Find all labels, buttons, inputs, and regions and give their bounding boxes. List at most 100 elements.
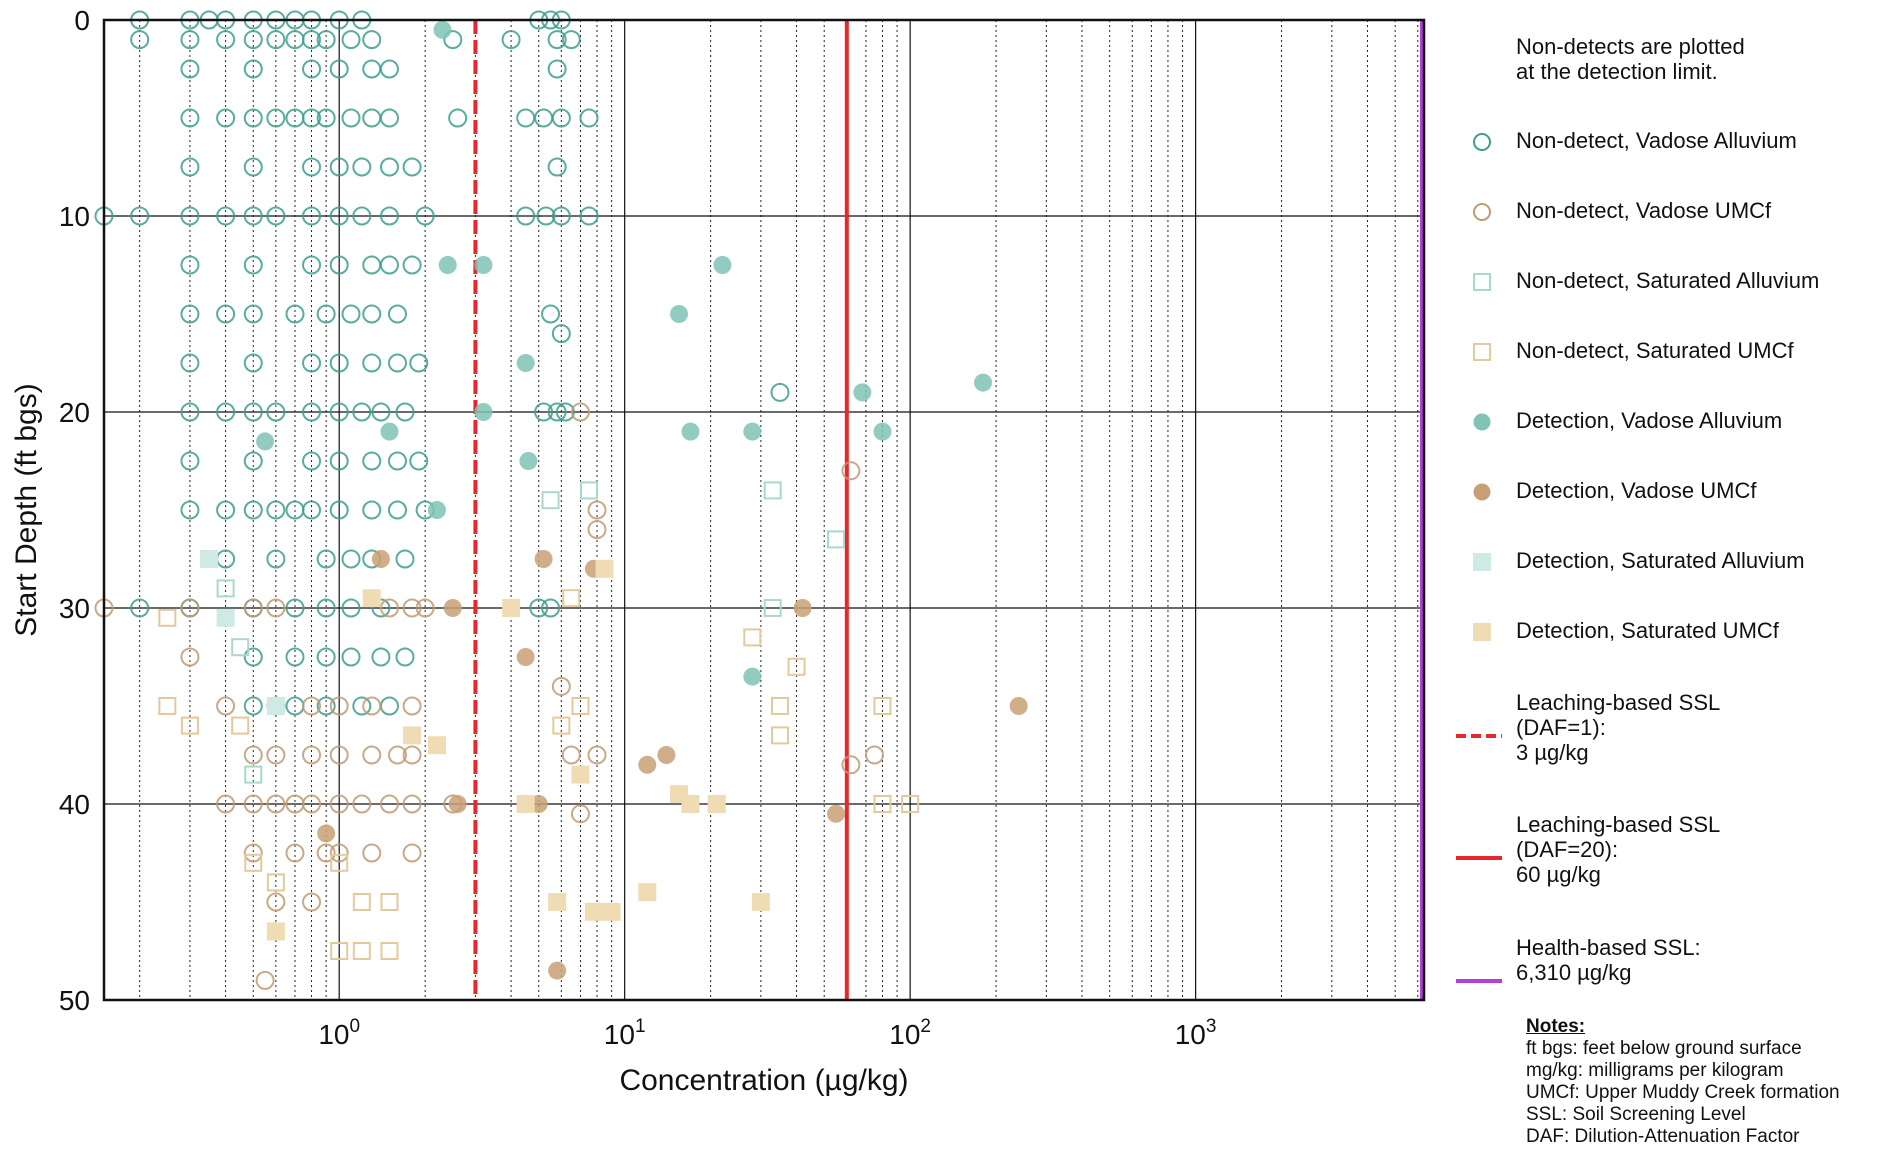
data-point <box>352 402 372 422</box>
data-point <box>427 501 446 519</box>
data-point <box>302 451 322 471</box>
legend-label: Health-based SSL: 6,310 µg/kg <box>1516 935 1701 985</box>
x-tick-label: 100 <box>318 1016 360 1050</box>
data-point <box>502 599 521 617</box>
data-point <box>180 598 200 618</box>
legend-swatch <box>1473 203 1491 221</box>
data-point <box>216 794 236 814</box>
data-point <box>602 902 621 921</box>
data-point <box>763 481 782 500</box>
series-group <box>216 481 846 784</box>
data-point <box>770 697 789 715</box>
data-point <box>180 402 200 422</box>
data-point <box>158 697 177 715</box>
data-point <box>551 206 571 226</box>
legend-label: Non-detect, Saturated Alluvium <box>1516 268 1820 293</box>
data-point <box>387 451 407 471</box>
data-point <box>216 304 236 324</box>
y-tick-label: 0 <box>74 5 90 36</box>
legend-swatch <box>1456 979 1502 983</box>
data-point <box>387 745 407 765</box>
data-point <box>180 716 199 735</box>
data-point <box>371 550 390 568</box>
data-point <box>379 598 399 618</box>
data-point <box>547 402 567 422</box>
data-point <box>571 765 590 784</box>
data-point <box>216 108 236 128</box>
data-point <box>180 108 200 128</box>
y-tick-label: 20 <box>59 397 90 428</box>
data-point <box>409 353 429 373</box>
data-point <box>130 30 150 50</box>
data-point <box>266 549 286 569</box>
data-point <box>243 59 263 79</box>
data-point <box>548 961 567 980</box>
data-point <box>379 794 399 814</box>
data-point <box>180 206 200 226</box>
data-point <box>341 30 361 50</box>
data-point <box>561 745 581 765</box>
data-point <box>587 745 607 765</box>
data-point <box>329 402 349 422</box>
data-point <box>751 893 770 911</box>
data-point <box>380 422 399 441</box>
data-point <box>285 647 305 667</box>
notes-lines: ft bgs: feet below ground surface mg/kg: … <box>1526 1038 1878 1148</box>
notes-box: Notes: ft bgs: feet below ground surface… <box>1526 1016 1878 1148</box>
data-point <box>561 30 581 50</box>
legend-swatch <box>1473 133 1491 151</box>
legend-swatch <box>1473 553 1491 571</box>
data-point <box>548 893 567 911</box>
legend-marker <box>1473 203 1491 221</box>
data-point <box>200 550 219 568</box>
legend-label: Detection, Vadose Alluvium <box>1516 408 1783 433</box>
legend-label: Non-detect, Vadose Alluvium <box>1516 128 1797 153</box>
data-point <box>266 206 286 226</box>
data-point <box>243 598 263 618</box>
data-point <box>316 30 336 50</box>
data-point <box>317 824 336 843</box>
data-point <box>901 795 920 813</box>
legend-label: Detection, Saturated Alluvium <box>1516 548 1805 573</box>
data-point <box>793 599 812 617</box>
data-point <box>243 794 263 814</box>
data-point <box>743 422 762 441</box>
y-tick-label: 50 <box>59 985 90 1016</box>
data-point <box>516 206 536 226</box>
y-axis-title: Start Depth (ft bgs) <box>10 383 43 636</box>
data-point <box>341 647 361 667</box>
data-point <box>448 108 468 128</box>
data-point <box>243 647 263 667</box>
data-point <box>853 383 872 402</box>
data-point <box>501 30 521 50</box>
x-axis-title: Concentration (µg/kg) <box>619 1064 908 1097</box>
data-point <box>387 304 407 324</box>
series-group <box>94 10 790 716</box>
data-point <box>519 452 538 470</box>
data-point <box>231 638 250 657</box>
data-point <box>302 745 322 765</box>
data-point <box>329 696 349 716</box>
data-point <box>402 255 422 275</box>
data-point <box>266 697 285 715</box>
data-point <box>330 853 349 872</box>
x-tick-label: 102 <box>889 1016 931 1050</box>
data-point <box>330 942 349 960</box>
data-point <box>180 353 200 373</box>
data-point <box>180 500 200 520</box>
data-point <box>329 255 349 275</box>
data-point <box>243 500 263 520</box>
data-point <box>158 608 177 627</box>
data-point <box>743 628 762 647</box>
data-point <box>763 599 782 617</box>
data-point <box>243 353 263 373</box>
legend-swatch <box>1473 273 1491 291</box>
y-tick-label: 40 <box>59 789 90 820</box>
note-line: UMCf: Upper Muddy Creek formation <box>1526 1082 1840 1103</box>
data-point <box>579 108 599 128</box>
data-point <box>243 304 263 324</box>
data-point <box>827 530 846 549</box>
data-point <box>266 598 286 618</box>
note-line: mg/kg: milligrams per kilogram <box>1526 1060 1784 1081</box>
data-point <box>443 599 462 617</box>
